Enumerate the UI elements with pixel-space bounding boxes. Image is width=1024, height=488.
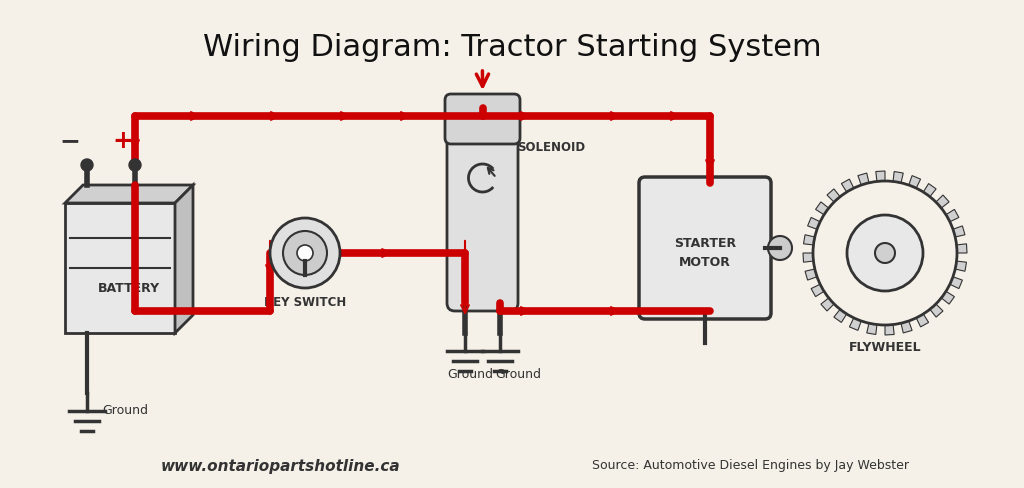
- Polygon shape: [821, 298, 835, 311]
- FancyBboxPatch shape: [445, 94, 520, 144]
- Polygon shape: [950, 277, 963, 288]
- Polygon shape: [936, 195, 949, 208]
- FancyBboxPatch shape: [447, 115, 518, 311]
- Text: MOTOR: MOTOR: [679, 257, 731, 269]
- Circle shape: [283, 231, 327, 275]
- Text: Ground: Ground: [447, 368, 493, 382]
- Text: Wiring Diagram: Tractor Starting System: Wiring Diagram: Tractor Starting System: [203, 33, 821, 62]
- Text: Ground: Ground: [495, 368, 541, 382]
- Polygon shape: [901, 321, 912, 333]
- Polygon shape: [804, 235, 815, 245]
- Polygon shape: [885, 325, 894, 335]
- Polygon shape: [941, 291, 954, 304]
- Text: +: +: [113, 129, 133, 153]
- Polygon shape: [827, 189, 840, 202]
- Text: −: −: [59, 129, 81, 153]
- Circle shape: [270, 218, 340, 288]
- Polygon shape: [842, 179, 854, 192]
- Polygon shape: [916, 314, 929, 327]
- Circle shape: [297, 245, 313, 261]
- Text: BATTERY: BATTERY: [98, 282, 160, 294]
- Polygon shape: [953, 226, 965, 237]
- Polygon shape: [65, 203, 175, 333]
- Polygon shape: [811, 284, 824, 297]
- Polygon shape: [876, 171, 885, 182]
- Circle shape: [768, 236, 792, 260]
- Polygon shape: [803, 253, 813, 262]
- Polygon shape: [955, 261, 967, 271]
- Polygon shape: [930, 304, 943, 317]
- Polygon shape: [956, 244, 967, 253]
- Text: FLYWHEEL: FLYWHEEL: [849, 341, 922, 354]
- Text: STARTER: STARTER: [674, 237, 736, 249]
- Text: Source: Automotive Diesel Engines by Jay Webster: Source: Automotive Diesel Engines by Jay…: [592, 460, 908, 472]
- Text: KEY SWITCH: KEY SWITCH: [264, 296, 346, 309]
- Polygon shape: [815, 202, 828, 215]
- Polygon shape: [175, 185, 193, 333]
- Polygon shape: [893, 171, 903, 183]
- Polygon shape: [65, 185, 193, 203]
- Circle shape: [874, 243, 895, 263]
- Polygon shape: [808, 218, 820, 229]
- Circle shape: [847, 215, 923, 291]
- FancyBboxPatch shape: [639, 177, 771, 319]
- Text: Ground: Ground: [102, 405, 148, 418]
- Text: SOLENOID: SOLENOID: [517, 142, 586, 155]
- Polygon shape: [858, 173, 869, 185]
- Polygon shape: [834, 309, 847, 323]
- Text: www.ontariopartshotline.ca: www.ontariopartshotline.ca: [160, 459, 399, 473]
- Polygon shape: [946, 209, 958, 222]
- Circle shape: [129, 159, 141, 171]
- Polygon shape: [908, 176, 921, 188]
- Polygon shape: [866, 323, 877, 334]
- Polygon shape: [924, 183, 936, 197]
- Polygon shape: [805, 269, 817, 280]
- Polygon shape: [850, 318, 861, 330]
- Circle shape: [81, 159, 93, 171]
